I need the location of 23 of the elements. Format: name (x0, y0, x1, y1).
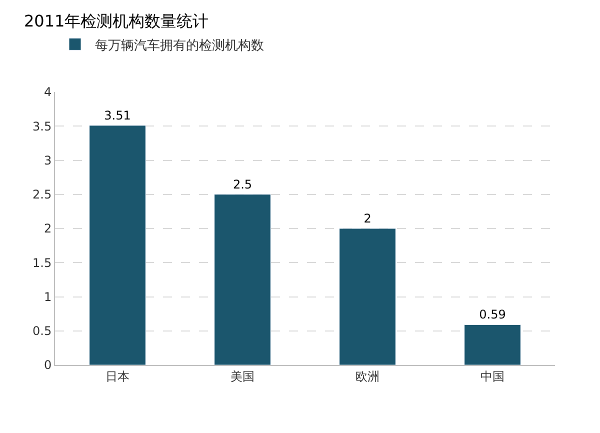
x-tick-label: 美国 (230, 369, 254, 384)
y-tick-label: 3.5 (32, 119, 52, 134)
x-tick-label: 日本 (106, 369, 130, 384)
bar (464, 324, 521, 365)
data-label: 3.51 (104, 108, 131, 122)
x-tick-label: 欧洲 (356, 369, 380, 384)
bar (339, 228, 396, 365)
chart-title: 2011年检测机构数量统计 (24, 11, 209, 30)
data-label: 0.59 (479, 308, 506, 322)
legend-label: 每万辆汽车拥有的检测机构数 (95, 38, 264, 54)
y-tick-label: 2.5 (32, 188, 52, 202)
y-tick-label: 3 (44, 153, 52, 168)
data-label: 2.5 (232, 177, 252, 192)
y-tick-label: 0.5 (32, 324, 52, 338)
y-tick-label: 0 (44, 358, 52, 372)
bar (214, 194, 271, 365)
x-tick-label: 中国 (480, 369, 504, 384)
y-tick-label: 1.5 (32, 256, 52, 270)
bar (89, 125, 146, 365)
y-tick-label: 1 (44, 290, 52, 304)
y-tick-label: 2 (44, 222, 52, 236)
y-tick-label: 4 (44, 85, 52, 100)
data-label: 2 (364, 212, 372, 226)
